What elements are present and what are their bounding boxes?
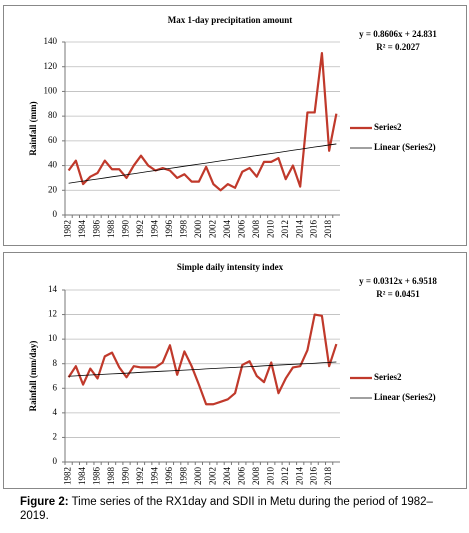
trend-equation: y = 0.8606x + 24.831 bbox=[359, 29, 437, 39]
legend-label: Series2 bbox=[374, 122, 402, 132]
x-tick-label: 2000 bbox=[193, 220, 203, 239]
x-tick-label: 1982 bbox=[63, 220, 73, 238]
x-tick-label: 1986 bbox=[92, 467, 102, 486]
x-tick-label: 2004 bbox=[222, 467, 232, 486]
x-tick-label: 2008 bbox=[251, 467, 261, 486]
legend-label: Linear (Series2) bbox=[374, 142, 436, 152]
x-tick-label: 2016 bbox=[309, 220, 319, 239]
x-tick-label: 1988 bbox=[106, 220, 116, 239]
x-tick-label: 1992 bbox=[135, 220, 145, 238]
x-tick-label: 1992 bbox=[135, 467, 145, 485]
x-tick-label: 1996 bbox=[164, 220, 174, 239]
trend-equation: R² = 0.2027 bbox=[376, 42, 420, 52]
y-tick-label: 80 bbox=[48, 110, 58, 120]
x-tick-label: 2012 bbox=[280, 467, 290, 485]
x-tick-label: 1994 bbox=[150, 220, 160, 239]
x-tick-label: 1982 bbox=[63, 467, 73, 485]
x-tick-label: 2016 bbox=[309, 467, 319, 486]
x-tick-label: 2008 bbox=[251, 220, 261, 239]
y-tick-label: 140 bbox=[44, 36, 58, 46]
x-tick-label: 2018 bbox=[323, 467, 333, 486]
y-tick-label: 60 bbox=[48, 135, 58, 145]
y-tick-label: 40 bbox=[48, 160, 58, 170]
chart-title: Simple daily intensity index bbox=[177, 262, 284, 272]
x-tick-label: 1984 bbox=[77, 220, 87, 239]
series-line bbox=[67, 52, 338, 192]
y-tick-label: 4 bbox=[53, 407, 58, 417]
x-tick-label: 1998 bbox=[178, 467, 188, 486]
x-tick-label: 2014 bbox=[294, 467, 304, 486]
chart-frame bbox=[3, 252, 467, 489]
x-tick-label: 1994 bbox=[150, 467, 160, 486]
x-tick-label: 2006 bbox=[236, 220, 246, 239]
y-tick-label: 14 bbox=[48, 284, 58, 294]
x-tick-label: 2014 bbox=[294, 220, 304, 239]
x-tick-label: 1990 bbox=[121, 220, 131, 239]
x-tick-label: 1986 bbox=[92, 220, 102, 239]
series-line bbox=[68, 361, 337, 377]
y-tick-label: 2 bbox=[53, 431, 58, 441]
x-tick-label: 2018 bbox=[323, 220, 333, 239]
y-axis-label: Rainfall (mm) bbox=[28, 101, 38, 155]
figure: Max 1-day precipitation amount Rainfall (… bbox=[3, 5, 467, 489]
series-line bbox=[67, 313, 338, 406]
x-tick-label: 2012 bbox=[280, 220, 290, 238]
trend-equation: y = 0.0312x + 6.9518 bbox=[359, 276, 437, 286]
x-tick-label: 1984 bbox=[77, 467, 87, 486]
chart-title: Max 1-day precipitation amount bbox=[168, 15, 293, 25]
legend-label: Series2 bbox=[374, 372, 402, 382]
y-tick-label: 120 bbox=[44, 61, 58, 71]
x-tick-label: 2006 bbox=[236, 467, 246, 486]
series-line bbox=[68, 143, 337, 184]
y-tick-label: 6 bbox=[53, 382, 58, 392]
x-tick-label: 1988 bbox=[106, 467, 116, 486]
trend-equation: R² = 0.0451 bbox=[376, 289, 420, 299]
y-tick-label: 0 bbox=[53, 456, 58, 466]
x-tick-label: 1998 bbox=[178, 220, 188, 239]
chart: Max 1-day precipitation amount Rainfall (… bbox=[3, 5, 467, 246]
x-tick-label: 2010 bbox=[265, 220, 275, 239]
x-tick-label: 1990 bbox=[121, 467, 131, 486]
x-tick-label: 2004 bbox=[222, 220, 232, 239]
caption-text: Time series of the RX1day and SDII in Me… bbox=[20, 496, 433, 522]
y-tick-label: 12 bbox=[48, 309, 57, 319]
y-tick-label: 8 bbox=[53, 358, 58, 368]
legend-label: Linear (Series2) bbox=[374, 392, 436, 402]
x-tick-label: 2002 bbox=[207, 467, 217, 485]
chart-frame bbox=[3, 5, 467, 246]
y-tick-label: 0 bbox=[53, 209, 58, 219]
y-tick-label: 20 bbox=[48, 184, 58, 194]
x-tick-label: 2010 bbox=[265, 467, 275, 486]
y-tick-label: 10 bbox=[48, 333, 58, 343]
y-axis-label: Rainfall (mm/day) bbox=[28, 341, 38, 412]
x-tick-label: 1996 bbox=[164, 467, 174, 486]
chart: Simple daily intensity index Rainfall (mm… bbox=[3, 252, 467, 489]
caption: Figure 2: Time series of the RX1day and … bbox=[20, 495, 460, 523]
x-tick-label: 2002 bbox=[207, 220, 217, 238]
y-tick-label: 100 bbox=[44, 85, 58, 95]
x-tick-label: 2000 bbox=[193, 467, 203, 486]
caption-label: Figure 2: bbox=[20, 496, 69, 508]
